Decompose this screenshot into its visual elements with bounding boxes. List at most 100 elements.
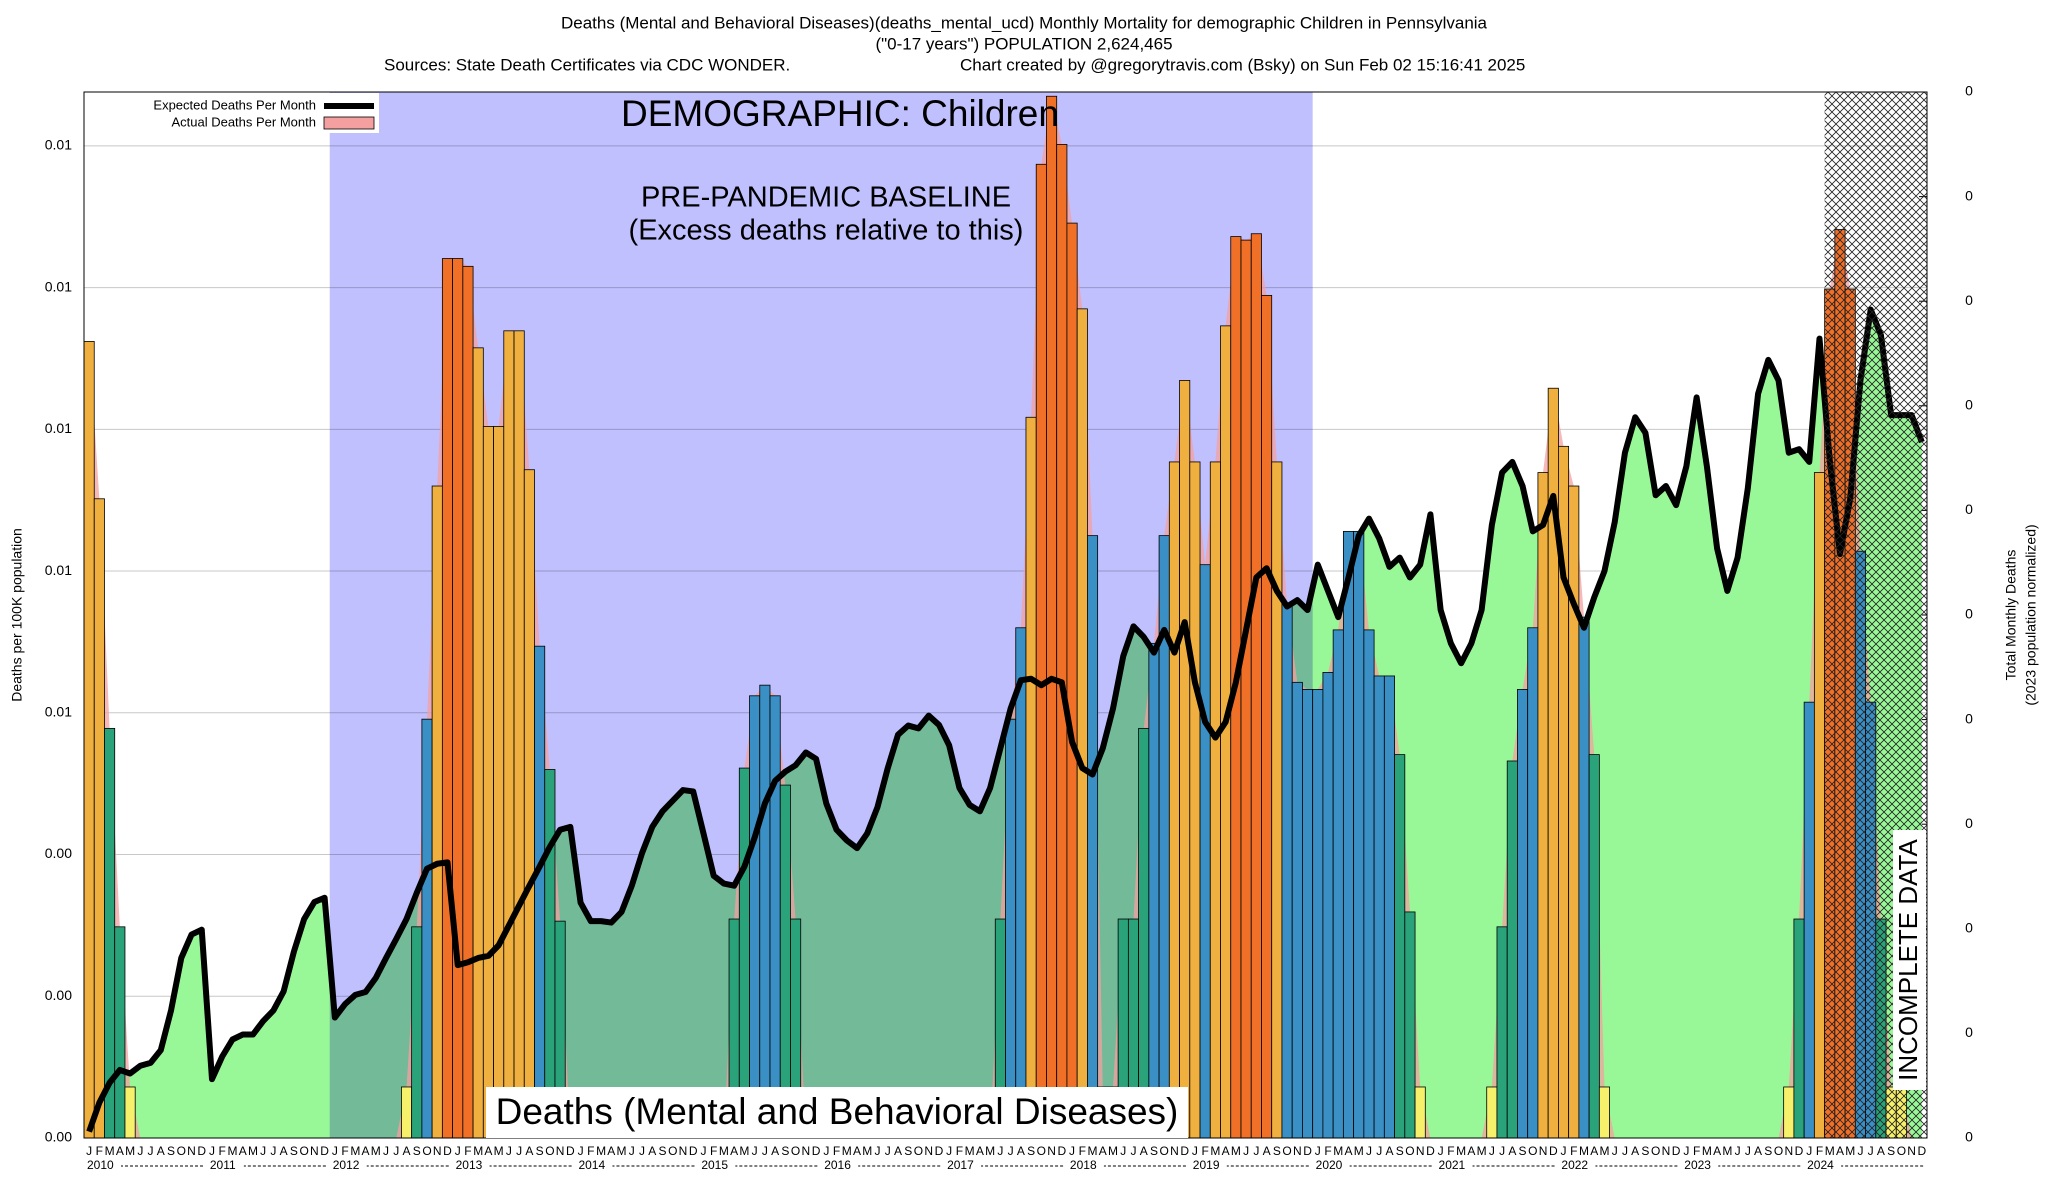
x-tick-label: S [413, 1144, 421, 1158]
x-tick-label: A [1631, 1144, 1639, 1158]
incomplete-box [1893, 830, 1926, 1090]
baseline-label: PRE-PANDEMIC BASELINE [641, 182, 1011, 214]
bar [472, 347, 484, 1139]
x-tick-label: J [639, 1144, 645, 1158]
x-tick-label: A [607, 1144, 615, 1158]
year-bg [453, 1159, 490, 1174]
x-tick-label: O [1037, 1144, 1046, 1158]
x-tick-label: N [433, 1144, 442, 1158]
x-tick-label: D [689, 1144, 698, 1158]
x-tick-label: M [1231, 1144, 1241, 1158]
y-tick-label: 0.01 [45, 278, 72, 294]
x-tick-label: M [1579, 1144, 1589, 1158]
y2-tick-label: 0 [1965, 606, 1973, 622]
x-tick-label: O [1897, 1144, 1906, 1158]
bar [1496, 926, 1508, 1139]
x-tick-label: A [1754, 1144, 1762, 1158]
x-tick-label: A [116, 1144, 124, 1158]
x-tick-label: J [506, 1144, 512, 1158]
y2-tick-label: 0 [1965, 920, 1973, 936]
y2-tick-label: 0 [1965, 1129, 1973, 1145]
x-tick-label: M [248, 1144, 258, 1158]
x-tick-label: F [1693, 1144, 1700, 1158]
x-tick-label: M [617, 1144, 627, 1158]
bar [114, 926, 126, 1139]
x-tick-label: J [383, 1144, 389, 1158]
x-tick-label: D [1672, 1144, 1681, 1158]
x-tick-label: J [700, 1144, 706, 1158]
y2-tick-label: 0 [1965, 292, 1973, 308]
x-tick-label: M [350, 1144, 360, 1158]
bar [421, 718, 433, 1139]
legend-swatch [323, 116, 375, 130]
x-tick-label: F [710, 1144, 717, 1158]
legend-label: Expected Deaths Per Month [153, 97, 316, 112]
y2-axis-label: (2023 population normalized) [2023, 524, 2039, 705]
x-tick-label: S [1396, 1144, 1404, 1158]
bar [462, 265, 474, 1139]
x-tick-label: F [464, 1144, 471, 1158]
x-tick-label: N [679, 1144, 688, 1158]
bar [1261, 294, 1273, 1139]
x-tick-label: F [956, 1144, 963, 1158]
x-tick-label: M [105, 1144, 115, 1158]
x-tick-label: A [1385, 1144, 1393, 1158]
x-tick-label: D [320, 1144, 329, 1158]
x-tick-label: M [371, 1144, 381, 1158]
year-label: 2019 [1193, 1158, 1220, 1172]
x-tick-label: J [1366, 1144, 1372, 1158]
x-tick-label: M [739, 1144, 749, 1158]
x-tick-label: O [177, 1144, 186, 1158]
x-tick-label: M [1333, 1144, 1343, 1158]
cause-label: Deaths (Mental and Behavioral Diseases) [496, 1091, 1179, 1132]
y2-tick-label: 0 [1965, 1024, 1973, 1040]
bar [1005, 718, 1017, 1139]
x-tick-label: N [1784, 1144, 1793, 1158]
x-tick-label: S [1150, 1144, 1158, 1158]
x-tick-label: N [924, 1144, 933, 1158]
x-tick-label: A [853, 1144, 861, 1158]
bar [1404, 911, 1416, 1139]
x-tick-label: A [1836, 1144, 1844, 1158]
x-tick-label: F [96, 1144, 103, 1158]
x-tick-label: S [536, 1144, 544, 1158]
bar [441, 258, 454, 1139]
x-tick-label: A [1017, 1144, 1025, 1158]
x-tick-label: S [781, 1144, 789, 1158]
legend-label: Actual Deaths Per Month [171, 114, 316, 129]
x-tick-label: J [885, 1144, 891, 1158]
x-tick-label: M [1599, 1144, 1609, 1158]
x-tick-label: J [875, 1144, 881, 1158]
bar [1353, 530, 1365, 1139]
year-bg [1436, 1159, 1473, 1174]
bar [1803, 701, 1815, 1139]
x-tick-label: J [1376, 1144, 1382, 1158]
year-bg [699, 1159, 736, 1174]
x-tick-label: J [260, 1144, 266, 1158]
x-tick-label: J [578, 1144, 584, 1158]
x-tick-label: O [1528, 1144, 1537, 1158]
x-tick-label: J [1683, 1144, 1689, 1158]
bar [544, 769, 556, 1139]
y-tick-label: 0.01 [45, 562, 72, 578]
x-tick-label: A [1344, 1144, 1352, 1158]
x-tick-label: A [976, 1144, 984, 1158]
year-bg [1313, 1159, 1350, 1174]
bar [1486, 1086, 1498, 1139]
bar [513, 330, 525, 1139]
x-tick-label: J [1438, 1144, 1444, 1158]
x-tick-label: S [1764, 1144, 1772, 1158]
bar [1138, 727, 1150, 1139]
bar [1240, 239, 1252, 1139]
y-tick-label: 0.01 [45, 420, 72, 436]
year-bg [1067, 1159, 1104, 1174]
x-tick-label: M [473, 1144, 483, 1158]
x-tick-label: M [842, 1144, 852, 1158]
x-tick-label: N [310, 1144, 319, 1158]
x-tick-label: A [1099, 1144, 1107, 1158]
x-tick-label: J [823, 1144, 829, 1158]
bar [1322, 672, 1334, 1139]
demographic-label: DEMOGRAPHIC: Children [621, 93, 1059, 134]
year-bg [207, 1159, 244, 1174]
x-tick-label: S [1519, 1144, 1527, 1158]
